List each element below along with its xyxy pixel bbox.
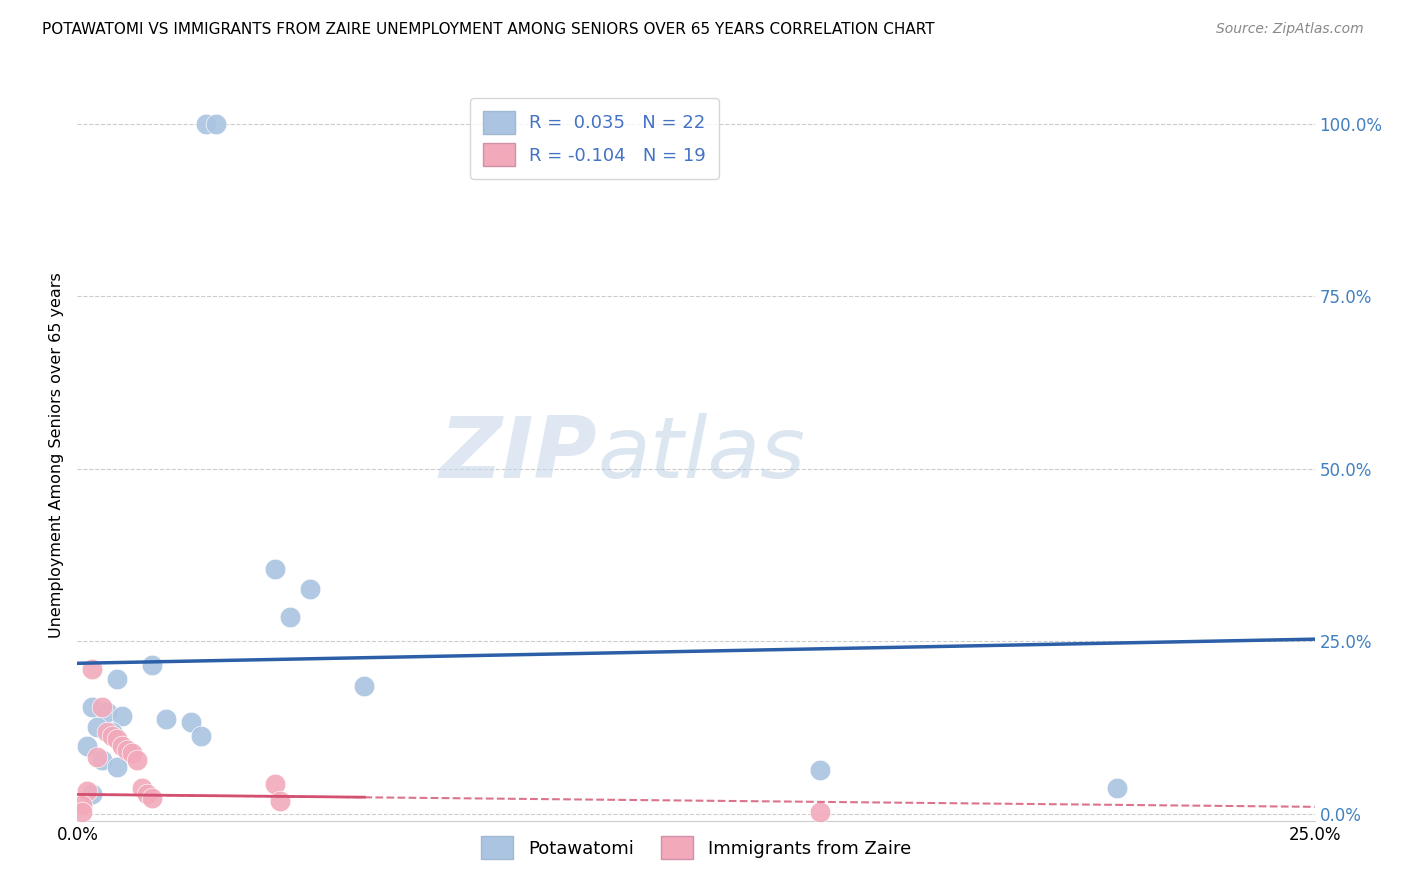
Point xyxy=(82,699,104,714)
Point xyxy=(91,699,114,714)
Point xyxy=(76,739,98,753)
Legend: Potawatomi, Immigrants from Zaire: Potawatomi, Immigrants from Zaire xyxy=(474,829,918,866)
Point xyxy=(353,679,375,693)
Point xyxy=(808,764,831,778)
Point xyxy=(125,753,148,767)
Point xyxy=(76,784,98,798)
Point xyxy=(121,746,143,760)
Point xyxy=(190,730,212,744)
Point xyxy=(105,760,128,774)
Point xyxy=(269,794,291,808)
Text: ZIP: ZIP xyxy=(439,413,598,497)
Point xyxy=(82,662,104,676)
Y-axis label: Unemployment Among Seniors over 65 years: Unemployment Among Seniors over 65 years xyxy=(49,272,65,638)
Text: atlas: atlas xyxy=(598,413,806,497)
Point xyxy=(111,708,134,723)
Point xyxy=(264,777,287,791)
Point xyxy=(131,780,153,795)
Point xyxy=(155,712,177,726)
Point xyxy=(86,721,108,735)
Point xyxy=(808,805,831,819)
Point xyxy=(105,672,128,686)
Point xyxy=(111,739,134,753)
Point xyxy=(205,117,228,131)
Point xyxy=(105,732,128,747)
Point xyxy=(141,658,163,673)
Point xyxy=(91,753,114,767)
Point xyxy=(298,582,321,597)
Text: Source: ZipAtlas.com: Source: ZipAtlas.com xyxy=(1216,22,1364,37)
Point xyxy=(96,725,118,739)
Point xyxy=(141,790,163,805)
Point xyxy=(86,750,108,764)
Point xyxy=(278,610,301,624)
Point xyxy=(72,797,94,812)
Point xyxy=(195,117,218,131)
Point xyxy=(96,705,118,719)
Point xyxy=(135,788,157,802)
Point xyxy=(82,788,104,802)
Point xyxy=(180,714,202,729)
Point xyxy=(101,725,124,739)
Point xyxy=(101,730,124,744)
Point xyxy=(72,805,94,819)
Point xyxy=(115,742,138,756)
Text: POTAWATOMI VS IMMIGRANTS FROM ZAIRE UNEMPLOYMENT AMONG SENIORS OVER 65 YEARS COR: POTAWATOMI VS IMMIGRANTS FROM ZAIRE UNEM… xyxy=(42,22,935,37)
Point xyxy=(1105,780,1128,795)
Point xyxy=(264,562,287,576)
